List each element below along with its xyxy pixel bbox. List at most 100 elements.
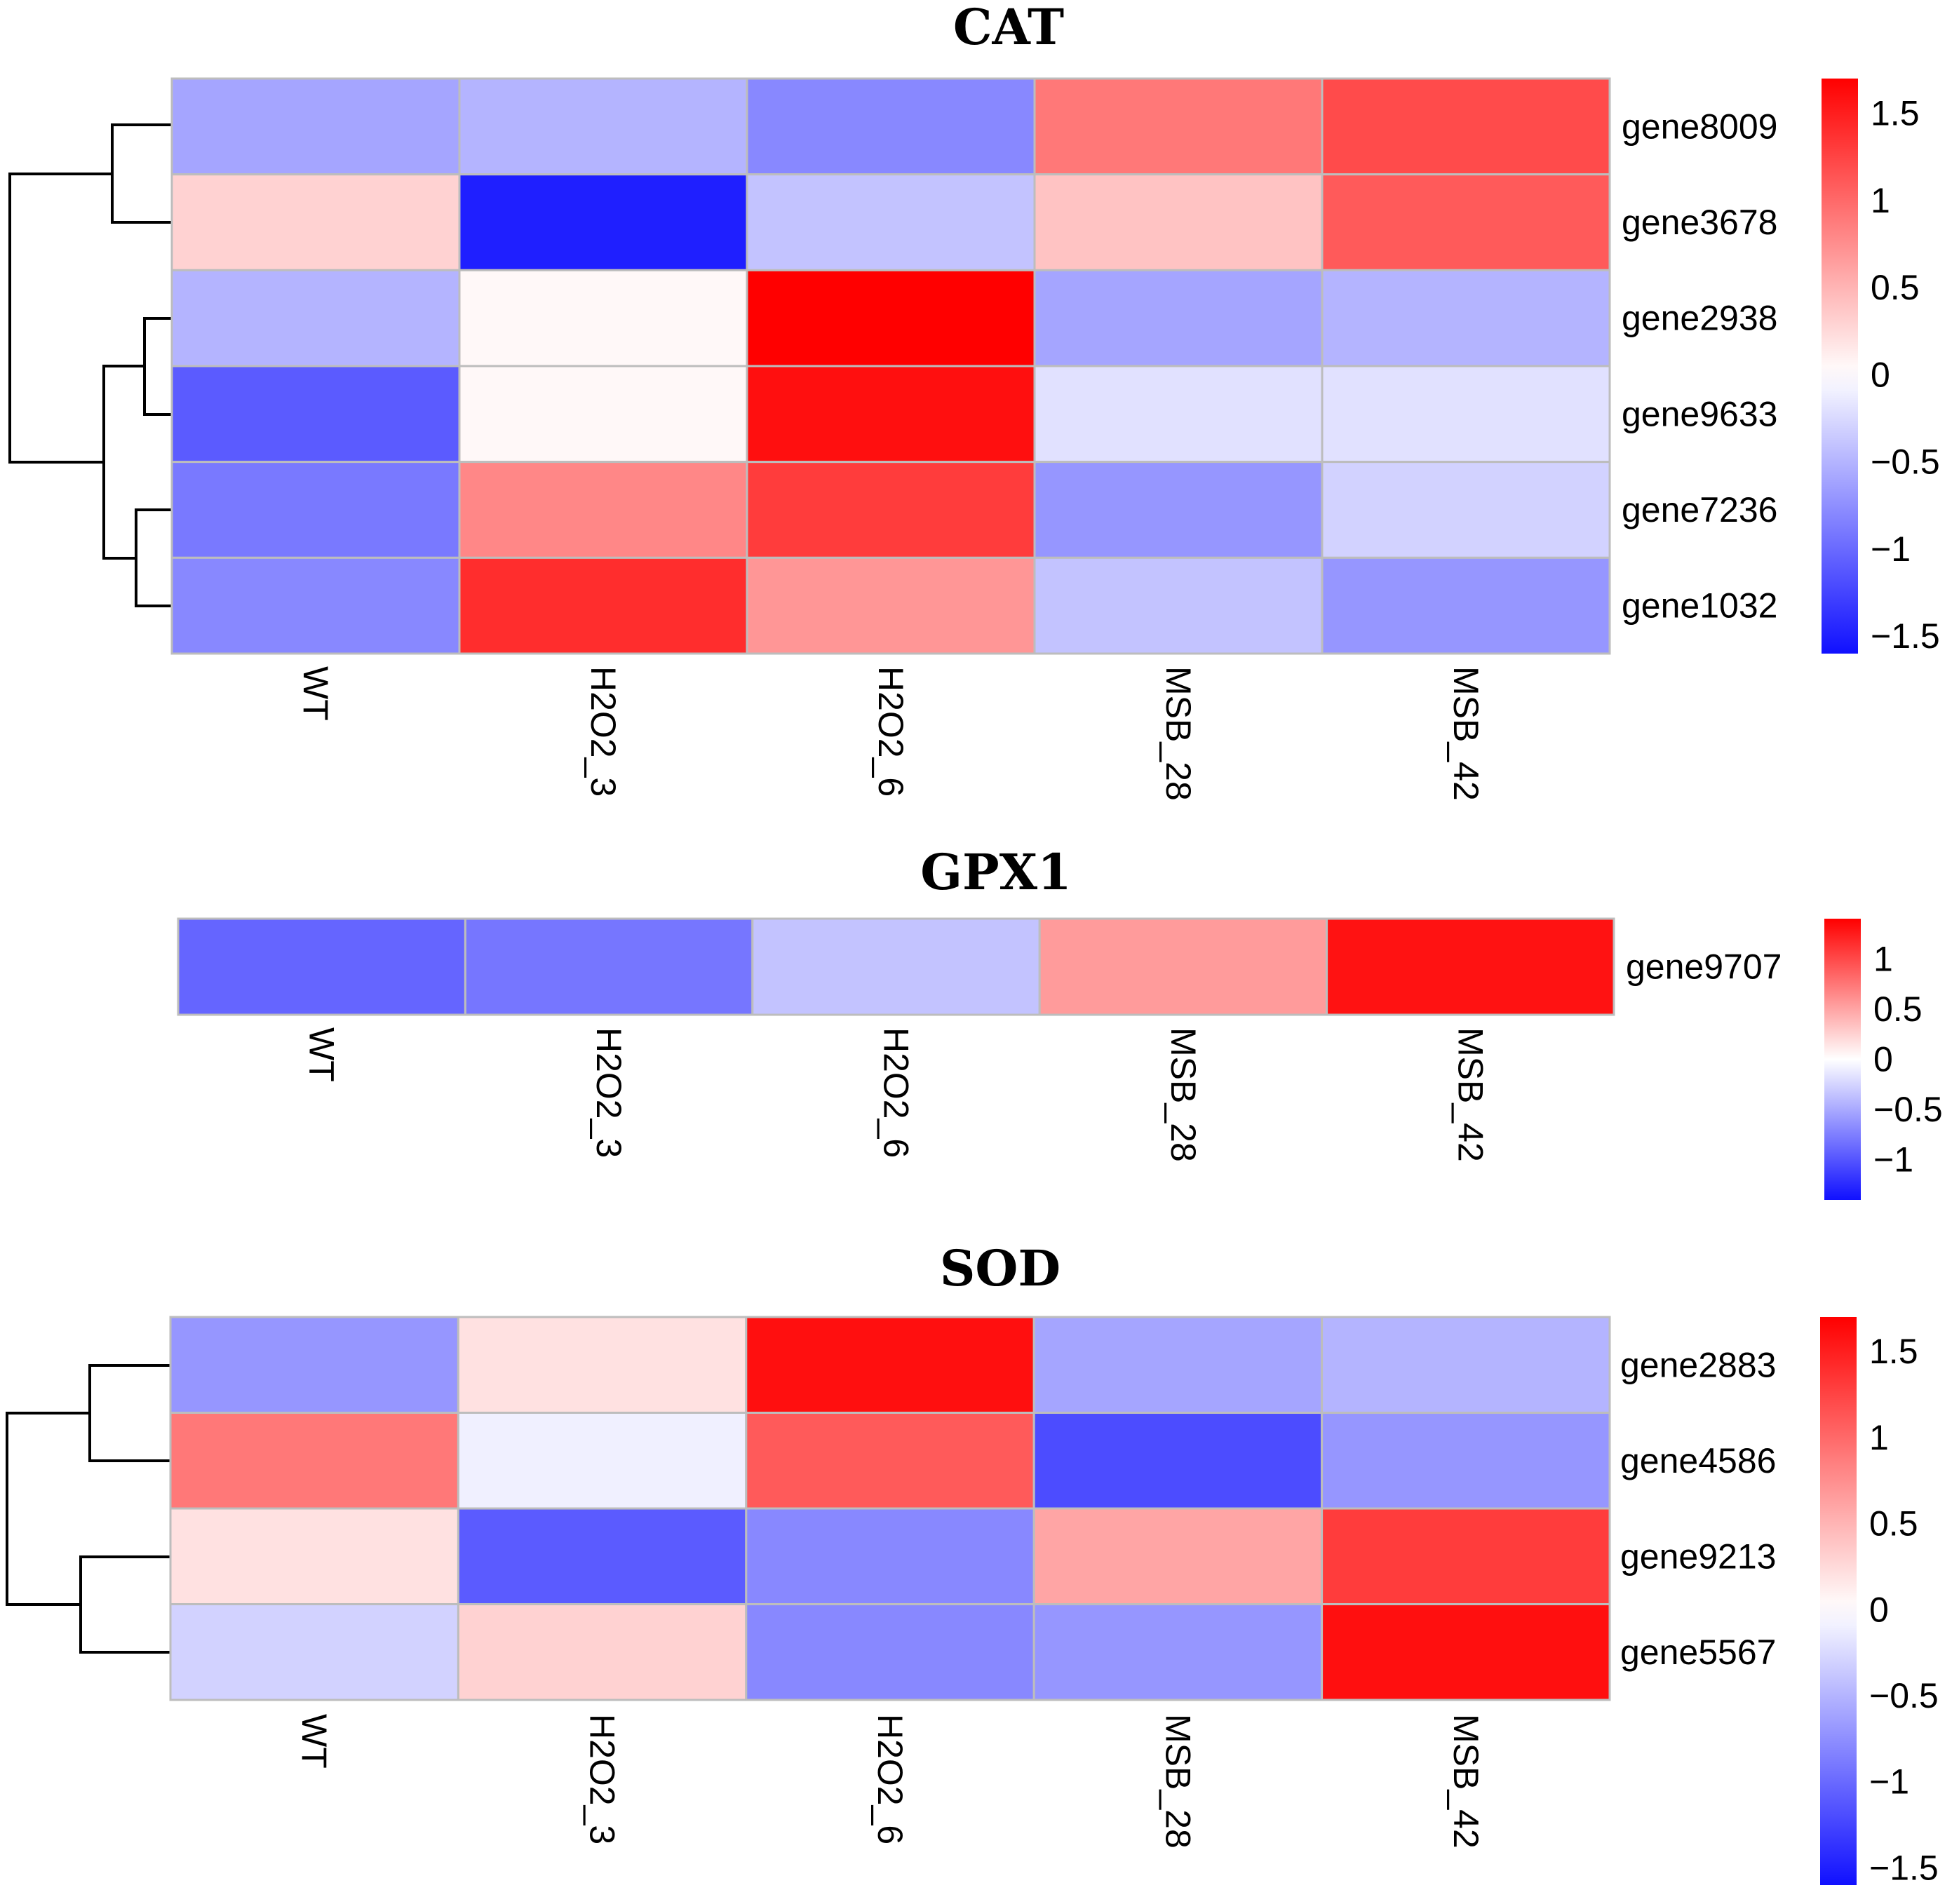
heatmap-cell: [169, 1603, 459, 1701]
panel-title-gpx1: GPX1: [920, 843, 1071, 901]
heatmap-cell: [746, 269, 1036, 367]
dendro-branch: [8, 173, 112, 464]
heatmap-cell: [464, 917, 754, 1016]
row-label: gene2938: [1622, 299, 1777, 338]
heatmap-cell: [746, 77, 1036, 176]
legend-tick-label: 0: [1869, 1590, 1889, 1629]
heatmap-cell: [746, 461, 1036, 559]
legend-tick-label: −1.5: [1869, 1848, 1939, 1887]
heatmap-cell: [746, 173, 1036, 271]
legend-tick-label: 1: [1873, 939, 1893, 978]
legend-tick-label: 0: [1871, 355, 1890, 394]
dendro-branch: [79, 1555, 170, 1654]
column-label: H2O2_6: [871, 666, 910, 797]
row-labels-cat: gene8009 gene3678 gene2938 gene9633 gene7236…: [1622, 107, 1777, 625]
heatmap-cell: [169, 1412, 459, 1510]
column-labels-sod: WT H2O2_3 H2O2_6 MSB_28 MSB_42: [295, 1714, 1486, 1849]
heatmap-cell: [458, 365, 748, 464]
heatmap-cell: [1033, 461, 1324, 559]
column-label: H2O2_6: [870, 1714, 910, 1844]
row-label: gene9213: [1620, 1537, 1776, 1576]
row-labels-gpx1: gene9707: [1626, 947, 1782, 987]
heatmap-cell: [1321, 365, 1611, 464]
legend-tick-label: −0.5: [1871, 443, 1940, 482]
column-label: MSB_28: [1158, 1714, 1197, 1849]
heatmap-cell: [746, 556, 1036, 655]
dendro-branch: [102, 365, 144, 560]
heatmap-cell: [457, 1316, 748, 1414]
heatmap-cell: [177, 917, 466, 1016]
heatmap-cell: [170, 556, 461, 655]
color-legend-cat: 1.5 1 0.5 0 −0.5 −1 −1.5: [1822, 79, 1940, 656]
heatmap-cell: [1033, 77, 1324, 176]
heatmap-cell: [1321, 173, 1611, 271]
column-labels-gpx1: WT H2O2_3 H2O2_6 MSB_28 MSB_42: [302, 1027, 1490, 1162]
heatmap-cell: [1033, 365, 1324, 464]
row-label: gene4586: [1620, 1441, 1776, 1480]
legend-gradient-bar: [1820, 1317, 1857, 1885]
row-label: gene1032: [1622, 586, 1777, 626]
heatmap-cell: [1321, 1603, 1611, 1701]
column-label: H2O2_3: [583, 1714, 622, 1844]
color-legend-gpx1: 1 0.5 0 −0.5 −1: [1824, 919, 1943, 1200]
panel-gpx1: GPX1 gene9707 WT H2O2_3 H2O2_6 MSB_28 MSB_42…: [177, 843, 1943, 1200]
legend-tick-label: 1.5: [1871, 94, 1920, 133]
heatmap-cell: [457, 1412, 748, 1510]
row-label: gene9707: [1626, 947, 1782, 987]
heatmap-cell: [745, 1412, 1035, 1510]
legend-tick-label: −1: [1871, 529, 1911, 569]
heatmap-cell: [1321, 77, 1611, 176]
legend-tick-label: 0.5: [1871, 268, 1920, 307]
row-label: gene2883: [1620, 1345, 1776, 1384]
heatmap-cell: [1038, 917, 1328, 1016]
heatmap-cell: [457, 1603, 748, 1701]
panel-title-cat: CAT: [953, 0, 1064, 56]
legend-tick-label: 0.5: [1873, 990, 1923, 1029]
column-label: MSB_28: [1159, 666, 1198, 801]
dendro-branch: [135, 508, 172, 607]
row-labels-sod: gene2883 gene4586 gene9213 gene5567: [1620, 1345, 1776, 1672]
heatmap-cell: [745, 1603, 1035, 1701]
heatmap-cell: [169, 1316, 459, 1414]
legend-tick-label: −1: [1869, 1762, 1909, 1802]
heatmap-cell: [745, 1316, 1035, 1414]
column-label: WT: [296, 666, 335, 721]
heatmap-cells-sod: [169, 1316, 1611, 1701]
legend-gradient-bar: [1822, 79, 1858, 654]
column-label: MSB_42: [1446, 666, 1486, 801]
panel-cat: CAT gene8009gene3678gene2938gene9633gene…: [8, 0, 1940, 801]
legend-ticks-sod: 1.5 1 0.5 0 −0.5 −1 −1.5: [1869, 1332, 1939, 1887]
legend-ticks-gpx1: 1 0.5 0 −0.5 −1: [1873, 939, 1943, 1179]
row-label: gene7236: [1622, 490, 1777, 529]
heatmap-cell: [1033, 173, 1324, 271]
legend-tick-label: −1: [1873, 1140, 1913, 1180]
column-label: MSB_28: [1164, 1027, 1203, 1162]
heatmap-cell: [458, 461, 748, 559]
column-labels-cat: WT H2O2_3 H2O2_6 MSB_28 MSB_42: [296, 666, 1486, 801]
dendro-branch: [111, 123, 172, 224]
heatmap-cell: [457, 1507, 748, 1605]
legend-tick-label: 0: [1873, 1040, 1893, 1079]
legend-tick-label: 0.5: [1869, 1504, 1918, 1544]
heatmap-cell: [170, 365, 461, 464]
legend-tick-label: −1.5: [1871, 616, 1940, 656]
heatmap-cell: [751, 917, 1041, 1016]
heatmap-cell: [1032, 1316, 1324, 1414]
panel-sod: SOD gene2883 gene4586 gene9213 gene5567 WT H…: [6, 1239, 1939, 1887]
heatmap-cell: [458, 173, 748, 271]
heatmap-cell: [1032, 1412, 1324, 1510]
heatmap-cell: [458, 556, 748, 655]
heatmap-cell: [1032, 1507, 1324, 1605]
row-label: gene9633: [1622, 394, 1777, 433]
column-label: H2O2_3: [584, 666, 623, 797]
dendro-branch: [6, 1412, 90, 1606]
dendro-branch: [88, 1364, 170, 1462]
heatmap-cell: [1326, 917, 1615, 1016]
legend-tick-label: −0.5: [1869, 1676, 1939, 1715]
column-label: MSB_42: [1446, 1714, 1486, 1849]
heatmap-cell: [458, 269, 748, 367]
heatmap-cell: [170, 77, 461, 176]
heatmap-cell: [1321, 556, 1611, 655]
heatmap-cell: [1321, 1412, 1611, 1510]
